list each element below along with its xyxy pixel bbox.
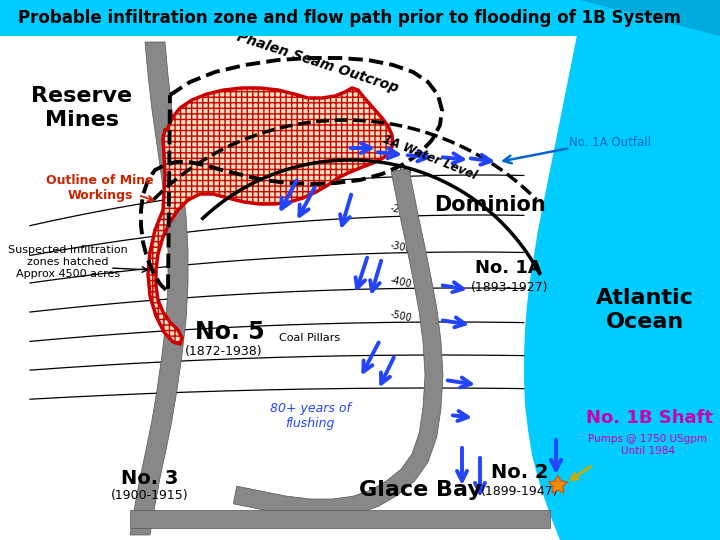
Text: -100: -100 — [390, 164, 413, 178]
Text: -300: -300 — [390, 240, 413, 254]
Text: No. 2: No. 2 — [491, 462, 549, 482]
Text: Outline of Mine
Workings: Outline of Mine Workings — [46, 174, 154, 202]
Text: Phalen Seam Outcrop: Phalen Seam Outcrop — [235, 29, 400, 95]
Polygon shape — [130, 510, 550, 528]
Text: Dominion: Dominion — [434, 195, 546, 215]
Text: Glace Bay: Glace Bay — [359, 480, 482, 500]
Text: (1893-1927): (1893-1927) — [472, 281, 549, 294]
Text: Pumps @ 1750 USgpm
Until 1984: Pumps @ 1750 USgpm Until 1984 — [588, 434, 708, 456]
Text: (1899-1947): (1899-1947) — [481, 485, 559, 498]
Text: Reserve
Mines: Reserve Mines — [32, 86, 132, 130]
Text: No. 1A Outfall: No. 1A Outfall — [569, 136, 651, 148]
Text: -400: -400 — [390, 275, 413, 290]
Text: Atlantic
Ocean: Atlantic Ocean — [596, 288, 694, 332]
Polygon shape — [524, 0, 720, 540]
Polygon shape — [233, 168, 443, 517]
Text: No. 1B Shaft: No. 1B Shaft — [587, 409, 714, 427]
Text: Probable infiltration zone and flow path prior to flooding of 1B System: Probable infiltration zone and flow path… — [19, 9, 682, 27]
Polygon shape — [549, 475, 567, 493]
Bar — [0, 36, 584, 540]
Text: No. 5: No. 5 — [195, 320, 265, 344]
Text: (1872-1938): (1872-1938) — [185, 346, 263, 359]
Text: Coal Pillars: Coal Pillars — [279, 333, 341, 343]
Text: (1900-1915): (1900-1915) — [111, 489, 189, 503]
Bar — [0, 0, 720, 36]
Text: -200: -200 — [390, 204, 413, 218]
Text: No. 3: No. 3 — [121, 469, 179, 488]
Polygon shape — [148, 88, 393, 344]
Text: No. 1A: No. 1A — [474, 259, 541, 277]
Text: 1A Water Level: 1A Water Level — [381, 133, 479, 183]
Polygon shape — [130, 42, 188, 535]
Text: 80+ years of
flushing: 80+ years of flushing — [269, 402, 351, 430]
Polygon shape — [580, 0, 720, 36]
Text: Suspected Infiltration
zones hatched
Approx 4500 acres: Suspected Infiltration zones hatched App… — [8, 245, 128, 279]
Text: -500: -500 — [390, 309, 413, 323]
